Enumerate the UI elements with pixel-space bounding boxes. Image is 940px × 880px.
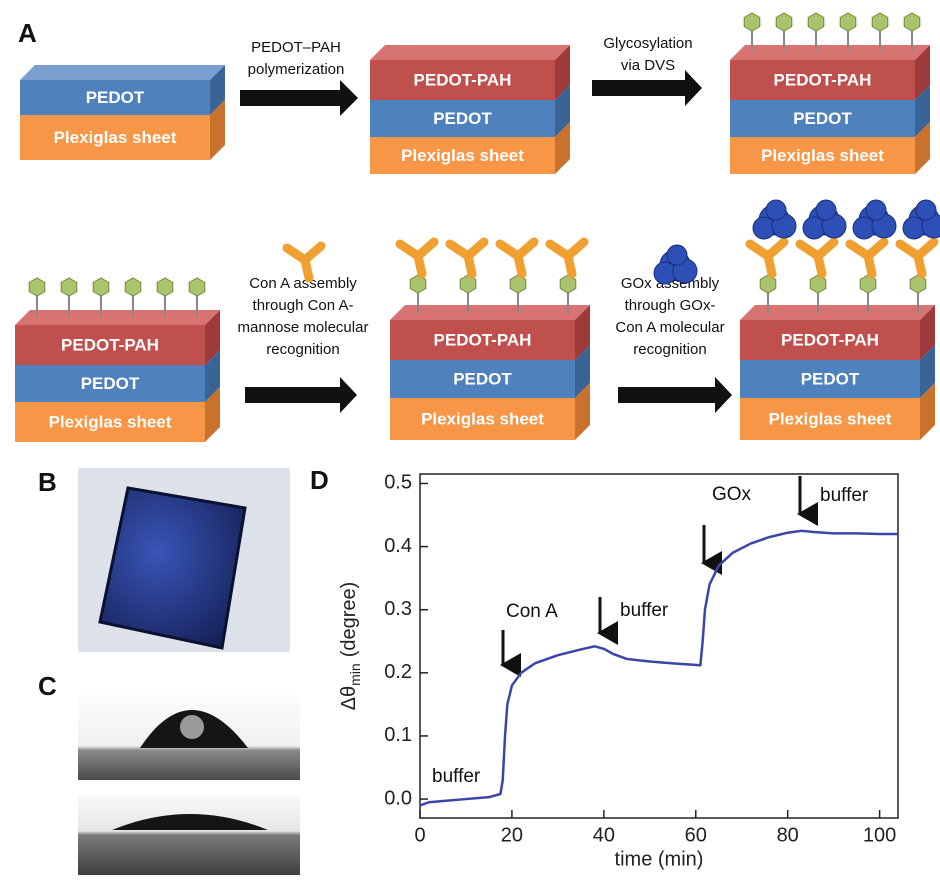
con-a: [305, 260, 309, 278]
y-tick-label: 0.3: [384, 598, 412, 620]
x-tick-label: 100: [863, 824, 896, 846]
layer-label: PEDOT: [793, 109, 852, 128]
layer-label: PEDOT-PAH: [61, 335, 159, 354]
con-a: [568, 256, 572, 274]
layer-stack: PEDOT-PAH PEDOT Plexiglas sheet: [390, 242, 590, 440]
mannose: [29, 278, 45, 296]
con-a: [418, 256, 422, 274]
layer-label: Plexiglas sheet: [49, 412, 172, 431]
step-label: through Con A-: [253, 297, 354, 314]
mannose: [776, 13, 792, 31]
gox: [866, 200, 886, 220]
panel-label: B: [38, 467, 57, 497]
mannose: [61, 278, 77, 296]
step-label: through GOx-: [625, 297, 716, 314]
layer-stack: PEDOT-PAH PEDOT Plexiglas sheet: [740, 200, 940, 440]
y-axis-label-unit: (degree): [338, 582, 360, 658]
figure: A B C D PEDOT–PAH polymerization Glycosyla…: [0, 0, 940, 880]
con-a: [468, 256, 472, 274]
annotation: buffer: [820, 485, 869, 506]
panel-label: C: [38, 671, 57, 701]
layer-label: PEDOT-PAH: [774, 70, 872, 89]
layer-label: PEDOT: [433, 109, 492, 128]
step-label: recognition: [266, 341, 339, 358]
annotation: buffer: [432, 766, 481, 787]
gox: [816, 200, 836, 220]
con-a: [768, 256, 772, 274]
con-a: [518, 256, 522, 274]
layer-top: [730, 45, 930, 60]
annotation: buffer: [620, 600, 669, 621]
panel-label: A: [18, 18, 37, 48]
layer-label: PEDOT-PAH: [434, 330, 532, 349]
con-a: [918, 256, 922, 274]
layer-stack: PEDOT-PAH PEDOT Plexiglas sheet: [370, 45, 570, 174]
step-label: via DVS: [621, 57, 675, 74]
layer-top: [15, 310, 220, 325]
mannose: [808, 13, 824, 31]
mannose: [872, 13, 888, 31]
photo-b: [78, 468, 290, 652]
mannose: [840, 13, 856, 31]
panel-label: D: [310, 465, 329, 495]
layer-label: PEDOT-PAH: [781, 330, 879, 349]
annotation-arrows: [503, 476, 800, 665]
photo-c: [78, 695, 300, 875]
layer-label: PEDOT-PAH: [414, 70, 512, 89]
step-label: polymerization: [248, 61, 345, 78]
layer-label: PEDOT: [453, 369, 512, 388]
mannose: [189, 278, 205, 296]
gox: [667, 245, 687, 265]
mannose: [744, 13, 760, 31]
mannose: [125, 278, 141, 296]
layer-top: [740, 305, 935, 320]
step-label: Con A molecular: [615, 319, 724, 336]
mannose: [93, 278, 109, 296]
layer-label: Plexiglas sheet: [761, 146, 884, 165]
layer-label: Plexiglas sheet: [421, 409, 544, 428]
step-label: recognition: [633, 341, 706, 358]
y-tick-label: 0.4: [384, 535, 412, 557]
layer-label: Plexiglas sheet: [54, 128, 177, 147]
x-axis-label: time (min): [615, 848, 704, 870]
step-label: PEDOT–PAH: [251, 39, 341, 56]
y-tick-label: 0.1: [384, 724, 412, 746]
layer-stack: PEDOT-PAH PEDOT Plexiglas sheet: [15, 278, 220, 442]
step-label: Con A assembly: [249, 275, 357, 292]
data-line: [420, 531, 898, 806]
y-tick-label: 0.2: [384, 661, 412, 683]
layer-label: PEDOT: [81, 374, 140, 393]
annotation: Con A: [506, 601, 558, 622]
y-axis-label-main: Δθ: [338, 686, 360, 710]
layer-top: [20, 65, 225, 80]
layer-top: [370, 45, 570, 60]
y-tick-label: 0.0: [384, 787, 412, 809]
gox: [916, 200, 936, 220]
layer-label: PEDOT: [801, 369, 860, 388]
mannose: [157, 278, 173, 296]
y-axis-label-sub: min: [347, 663, 363, 686]
layer-top: [390, 305, 590, 320]
con-a: [868, 256, 872, 274]
layer-label: PEDOT: [86, 88, 145, 107]
x-tick-label: 20: [501, 824, 523, 846]
step-label: Glycosylation: [603, 35, 692, 52]
step-label: mannose molecular: [238, 319, 369, 336]
gox: [766, 200, 786, 220]
y-axis-label: Δθmin (degree): [338, 582, 362, 711]
plot-frame: [420, 474, 898, 818]
annotation: GOx: [712, 484, 752, 505]
x-tick-label: 0: [414, 824, 425, 846]
layer-label: Plexiglas sheet: [401, 146, 524, 165]
layer-stack: PEDOT Plexiglas sheet: [20, 65, 225, 160]
mannose: [904, 13, 920, 31]
layer-stack: PEDOT-PAH PEDOT Plexiglas sheet: [730, 13, 930, 174]
y-tick-label: 0.5: [384, 472, 412, 494]
con-a: [818, 256, 822, 274]
x-tick-label: 40: [593, 824, 615, 846]
layer-label: Plexiglas sheet: [769, 409, 892, 428]
x-tick-label: 80: [777, 824, 799, 846]
x-tick-label: 60: [685, 824, 707, 846]
